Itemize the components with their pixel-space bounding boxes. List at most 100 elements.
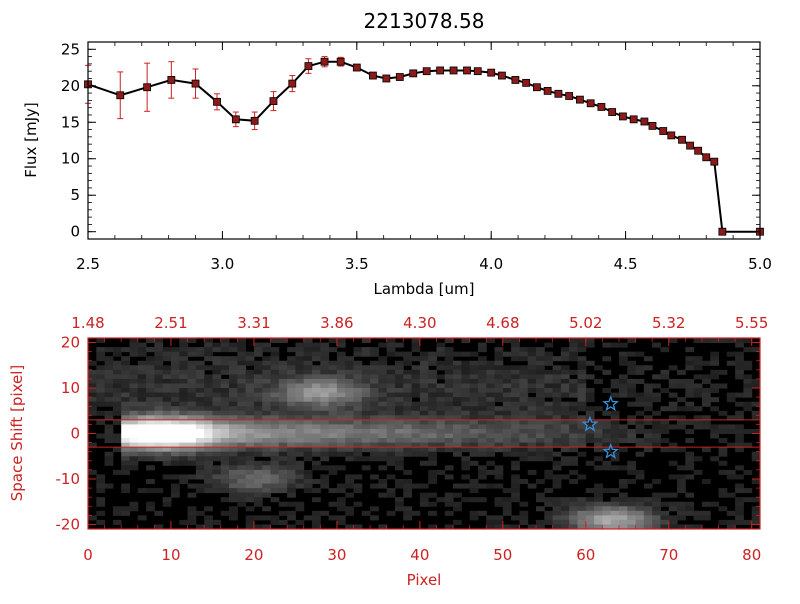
- heat-cell: [677, 474, 686, 480]
- heat-cell: [162, 447, 172, 453]
- heat-cell: [229, 356, 238, 362]
- heat-cell: [652, 419, 661, 425]
- heat-cell: [494, 415, 504, 421]
- heat-cell: [104, 433, 114, 439]
- heat-cell: [179, 428, 189, 434]
- heat-cell: [552, 406, 562, 412]
- heat-cell: [245, 492, 255, 498]
- heat-cell: [245, 451, 255, 457]
- heat-cell: [701, 388, 711, 394]
- heat-cell: [212, 410, 222, 416]
- heat-cell: [627, 369, 637, 375]
- heat-cell: [104, 460, 114, 466]
- heat-cell: [320, 401, 330, 407]
- heat-cell: [751, 519, 761, 525]
- source-star-marker: [581, 415, 599, 432]
- heat-cell: [253, 474, 263, 480]
- heat-cell: [436, 438, 446, 444]
- heat-cell: [187, 365, 197, 371]
- heat-cell: [361, 428, 371, 434]
- heat-cell: [287, 524, 296, 530]
- heat-cell: [453, 406, 462, 412]
- heat-cell: [685, 456, 695, 462]
- x-tick-label: 40: [410, 546, 429, 564]
- heat-cell: [386, 447, 396, 453]
- heat-cell: [710, 406, 720, 412]
- heat-cell: [129, 428, 139, 434]
- heat-cell: [394, 497, 404, 503]
- heat-cell: [253, 465, 263, 471]
- heat-cell: [544, 342, 554, 348]
- heat-cell: [104, 397, 114, 403]
- heat-cell: [652, 515, 661, 521]
- heat-cell: [419, 406, 429, 412]
- heat-cell: [112, 365, 122, 371]
- heat-cell: [577, 392, 587, 398]
- heat-cell: [618, 506, 628, 512]
- heat-cell: [394, 378, 404, 384]
- spectrogram-x-axis-label: Pixel: [407, 571, 442, 589]
- heat-cell: [253, 388, 263, 394]
- heat-cell: [253, 351, 263, 357]
- heat-cell: [137, 442, 147, 448]
- heat-cell: [411, 347, 421, 353]
- heat-cell: [270, 360, 280, 366]
- heat-cell: [353, 392, 363, 398]
- heat-cell: [204, 460, 213, 466]
- heat-cell: [444, 360, 454, 366]
- heat-cell: [229, 415, 238, 421]
- heat-cell: [602, 465, 612, 471]
- heat-cell: [685, 438, 695, 444]
- heat-cell: [502, 428, 512, 434]
- heat-cell: [195, 447, 205, 453]
- heat-cell: [229, 397, 238, 403]
- heat-cell: [270, 483, 280, 489]
- heat-cell: [627, 378, 637, 384]
- heat-cell: [403, 415, 413, 421]
- heat-cell: [635, 501, 645, 507]
- heat-cell: [137, 351, 147, 357]
- y-tick-label: 0: [70, 223, 80, 241]
- heat-cell: [486, 483, 496, 489]
- heat-cell: [328, 501, 338, 507]
- heat-cell: [129, 506, 139, 512]
- heat-cell: [618, 383, 628, 389]
- heat-cell: [511, 492, 520, 498]
- spectrum-y-axis-label: Flux [mJy]: [22, 102, 40, 178]
- heat-cell: [229, 428, 238, 434]
- heat-cell: [453, 451, 462, 457]
- heat-cell: [179, 383, 189, 389]
- heat-cell: [187, 519, 197, 525]
- heat-cell: [652, 497, 661, 503]
- heat-cell: [668, 515, 678, 521]
- heat-cell: [112, 469, 122, 475]
- heat-cell: [370, 378, 379, 384]
- heat-cell: [253, 497, 263, 503]
- heat-cell: [112, 447, 122, 453]
- heat-cell: [195, 374, 205, 380]
- heat-cell: [328, 451, 338, 457]
- heat-cell: [278, 519, 288, 525]
- heat-cell: [104, 360, 114, 366]
- heat-cell: [527, 428, 537, 434]
- heat-cell: [137, 451, 147, 457]
- heat-cell: [668, 392, 678, 398]
- heat-cell: [262, 369, 272, 375]
- heat-cell: [477, 401, 487, 407]
- heat-cell: [701, 510, 711, 516]
- heat-cell: [652, 492, 661, 498]
- heat-cell: [602, 515, 612, 521]
- heat-cell: [444, 365, 454, 371]
- heat-cell: [469, 424, 479, 430]
- heat-cell: [146, 401, 155, 407]
- heat-cell: [544, 415, 554, 421]
- heat-cell: [486, 360, 496, 366]
- heat-cell: [486, 392, 496, 398]
- flux-point: [167, 76, 176, 84]
- heat-cell: [229, 510, 238, 516]
- heat-cell: [403, 483, 413, 489]
- heat-cell: [594, 406, 603, 412]
- heat-cell: [544, 388, 554, 394]
- heat-cell: [544, 456, 554, 462]
- heat-cell: [386, 342, 396, 348]
